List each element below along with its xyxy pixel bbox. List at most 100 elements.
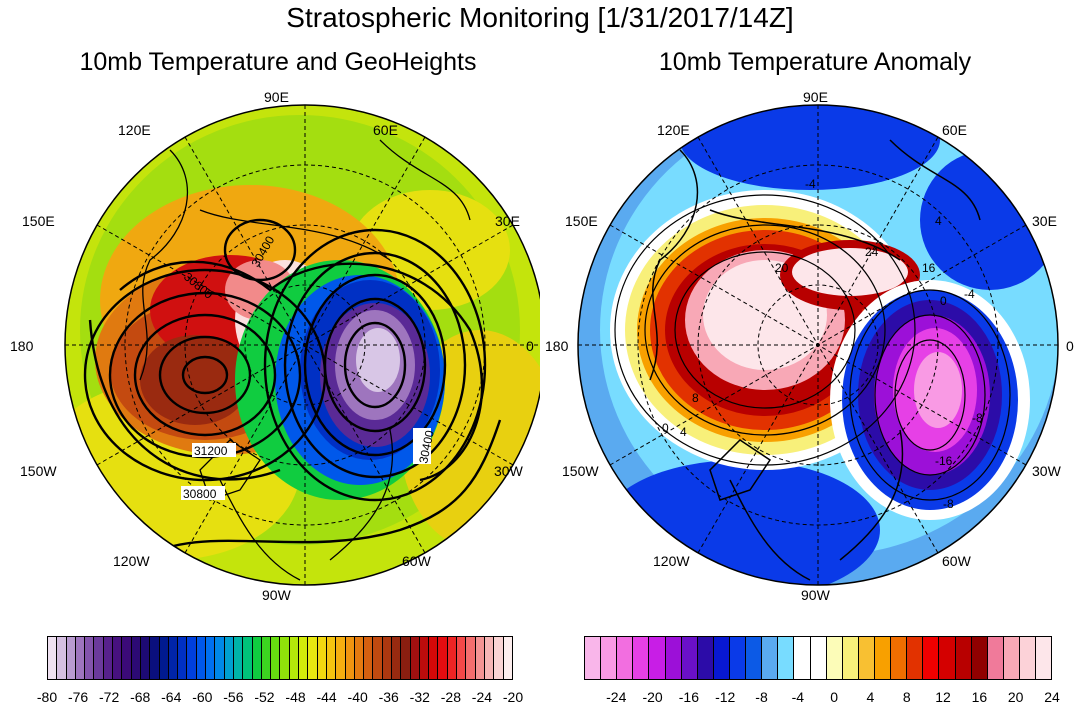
contour-label: -8: [972, 411, 983, 425]
colorbar-swatch: [308, 637, 318, 679]
lon-label-120e: 120E: [657, 122, 690, 138]
colorbar-swatch: [466, 637, 476, 679]
lon-label-90e: 90E: [264, 89, 289, 105]
colorbar-swatch: [842, 637, 859, 679]
colorbar-swatch: [122, 637, 132, 679]
colorbar-swatch: [336, 637, 346, 679]
colorbar-swatch: [729, 637, 747, 679]
colorbar-tick-label: 4: [866, 689, 875, 705]
colorbar-swatch: [475, 637, 485, 679]
temperature-geoheight-map: 30400 30800 31200 30800 30400: [64, 104, 540, 586]
right-panel-title: 10mb Temperature Anomaly: [658, 48, 972, 76]
colorbar-swatch: [140, 637, 151, 679]
figure-title: Stratospheric Monitoring [1/31/2017/14Z]: [286, 2, 794, 33]
lon-label-30w: 30W: [494, 463, 523, 479]
colorbar-tick-label: 16: [971, 689, 988, 705]
colorbar-tick-label: -64: [161, 689, 182, 705]
lon-label-180: 180: [10, 338, 34, 354]
lon-label-0: 0: [1066, 338, 1074, 354]
colorbar-swatch: [923, 637, 940, 679]
colorbar-swatch: [494, 637, 504, 679]
colorbar-tick-label: -24: [471, 689, 493, 705]
colorbar-tick-label: -8: [755, 689, 768, 705]
colorbar-tick-label: -60: [192, 689, 213, 705]
colorbar-tick-label: -32: [409, 689, 430, 705]
colorbar-swatch: [131, 637, 141, 679]
colorbar-swatch: [66, 637, 76, 679]
colorbar-swatch: [261, 637, 272, 679]
colorbar-swatch: [410, 637, 420, 679]
colorbar-swatch: [382, 637, 392, 679]
contour-label: 0: [940, 294, 947, 308]
colorbar-tick-label: -76: [67, 689, 89, 705]
colorbar-tick-label: -12: [715, 689, 736, 705]
contour-label: 4: [680, 425, 687, 439]
anomaly-colorbar: [584, 636, 1052, 680]
colorbar-tick-label: -20: [502, 689, 524, 705]
lon-label-90e: 90E: [803, 89, 828, 105]
colorbar-swatch: [713, 637, 730, 679]
colorbar-swatch: [955, 637, 972, 679]
lon-label-30w: 30W: [1032, 463, 1061, 479]
contour-label: 30800: [183, 487, 217, 501]
colorbar-swatch: [280, 637, 290, 679]
colorbar-swatch: [168, 637, 179, 679]
colorbar-tick-label: 8: [902, 689, 911, 705]
temperature-colorbar: [47, 636, 513, 680]
colorbar-swatch: [762, 637, 779, 679]
colorbar-tick-label: -20: [642, 689, 663, 705]
colorbar-swatch: [401, 637, 411, 679]
colorbar-swatch: [457, 637, 467, 679]
colorbar-swatch: [103, 637, 114, 679]
colorbar-swatch: [1036, 637, 1052, 679]
contour-label: 0: [662, 421, 669, 435]
colorbar-swatch: [354, 637, 365, 679]
colorbar-swatch: [1019, 637, 1037, 679]
contour-label: 20: [775, 261, 789, 275]
colorbar-swatch: [617, 637, 634, 679]
lon-label-60w: 60W: [402, 553, 431, 569]
colorbar-swatch: [484, 637, 495, 679]
colorbar-swatch: [75, 637, 86, 679]
colorbar-swatch: [299, 637, 309, 679]
colorbar-tick-label: 20: [1007, 689, 1024, 705]
colorbar-swatch: [447, 637, 458, 679]
colorbar-tick-label: -52: [254, 689, 275, 705]
colorbar-swatch: [373, 637, 383, 679]
colorbar-swatch: [48, 637, 58, 679]
colorbar-swatch: [826, 637, 843, 679]
contour-label: 31200: [194, 444, 228, 458]
colorbar-swatch: [665, 637, 682, 679]
lon-label-60w: 60W: [942, 553, 971, 569]
colorbar-swatch: [159, 637, 169, 679]
colorbar-tick-label: -56: [223, 689, 244, 705]
colorbar-swatch: [252, 637, 262, 679]
colorbar-tick-label: -24: [606, 689, 627, 705]
colorbar-swatch: [746, 637, 763, 679]
colorbar-tick-label: -40: [347, 689, 368, 705]
colorbar-swatch: [794, 637, 811, 679]
lon-label-30e: 30E: [1032, 213, 1057, 229]
temperature-anomaly-map: 24 20 -8 -16 -8 -4 0 4 8 16 0 4 -4: [577, 104, 1059, 586]
colorbar-tick-label: -72: [99, 689, 120, 705]
colorbar-swatch: [601, 637, 618, 679]
colorbar-tick-label: -4: [791, 689, 805, 705]
lon-label-60e: 60E: [942, 122, 967, 138]
colorbar-tick-label: -68: [130, 689, 151, 705]
colorbar-tick-label: 12: [935, 689, 951, 705]
colorbar-swatch: [633, 637, 650, 679]
colorbar-swatch: [215, 637, 225, 679]
lon-label-0: 0: [526, 338, 534, 354]
contour-label: 30400: [416, 429, 437, 465]
lon-label-150w: 150W: [562, 463, 599, 479]
colorbar-swatch: [326, 637, 337, 679]
contour-label: -4: [964, 287, 975, 301]
colorbar-swatch: [289, 637, 300, 679]
colorbar-tick-label: -48: [285, 689, 306, 705]
colorbar-swatch: [113, 637, 123, 679]
colorbar-swatch: [94, 637, 104, 679]
colorbar-swatch: [243, 637, 253, 679]
colorbar-swatch: [419, 637, 430, 679]
colorbar-swatch: [987, 637, 1004, 679]
colorbar-swatch: [503, 637, 512, 679]
